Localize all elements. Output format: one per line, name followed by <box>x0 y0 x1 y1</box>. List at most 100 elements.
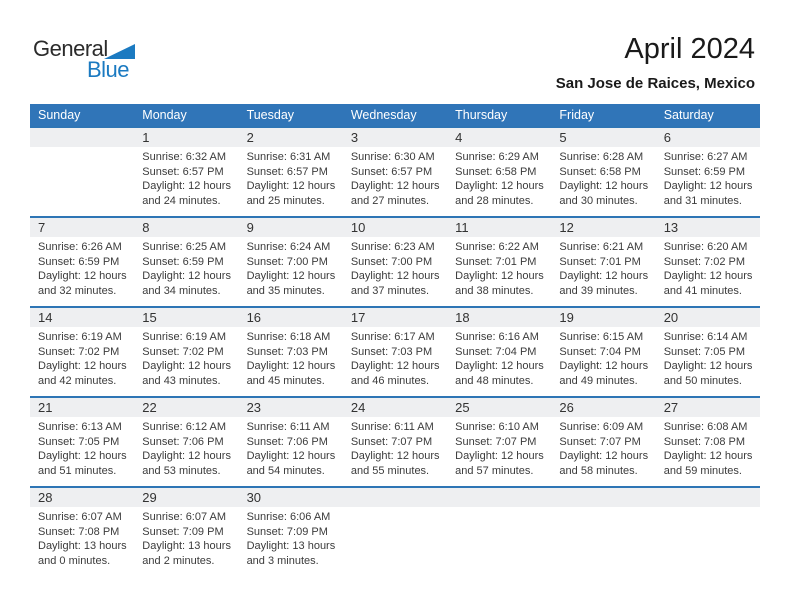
day-number: 25 <box>455 400 470 415</box>
day-details <box>656 510 760 568</box>
day-details: Sunrise: 6:14 AM Sunset: 7:05 PM Daylight:… <box>656 330 760 388</box>
day-details <box>551 510 655 568</box>
day-details: Sunrise: 6:27 AM Sunset: 6:59 PM Daylight:… <box>656 150 760 208</box>
daylight-hours-text: Daylight: 12 hours <box>246 270 336 283</box>
sunset-text: Sunset: 6:57 PM <box>246 165 328 178</box>
day-number: 16 <box>246 310 262 325</box>
daylight-minutes-text: and 28 minutes. <box>455 194 534 207</box>
day-number: 1 <box>142 130 150 145</box>
daylight-hours-text: Daylight: 12 hours <box>455 360 544 373</box>
day-details: Sunrise: 6:09 AM Sunset: 7:07 PM Daylight:… <box>551 420 655 478</box>
week-number-band: 1 2 3 4 5 6 <box>30 128 760 147</box>
daylight-minutes-text: and 31 minutes. <box>663 194 742 207</box>
week-row: 28 29 30 Sunrise: 6:07 AM Sunset: 7:08 PM Da… <box>30 486 760 576</box>
title-block: April 2024 San Jose de Raices, Mexico <box>556 33 755 92</box>
general-blue-logo: General Blue <box>33 38 143 88</box>
week-row: 14 15 16 17 18 19 20 Sunrise: 6:19 AM Sunset: 7… <box>30 306 760 396</box>
day-number: 11 <box>455 220 469 235</box>
day-details: Sunrise: 6:11 AM Sunset: 7:06 PM Daylight:… <box>239 420 343 478</box>
day-details: Sunrise: 6:22 AM Sunset: 7:01 PM Daylight:… <box>447 240 551 298</box>
day-details <box>30 150 134 208</box>
sunrise-text: Sunrise: 6:28 AM <box>559 151 644 163</box>
daylight-hours-text: Daylight: 12 hours <box>350 360 440 373</box>
day-number: 19 <box>559 310 574 325</box>
day-details: Sunrise: 6:08 AM Sunset: 7:08 PM Daylight:… <box>656 420 760 478</box>
daylight-minutes-text: and 39 minutes. <box>559 284 638 297</box>
day-details: Sunrise: 6:17 AM Sunset: 7:03 PM Daylight:… <box>343 330 447 388</box>
daylight-hours-text: Daylight: 12 hours <box>455 270 544 283</box>
day-details: Sunrise: 6:18 AM Sunset: 7:03 PM Daylight:… <box>239 330 343 388</box>
sunrise-text: Sunrise: 6:11 AM <box>350 421 434 433</box>
sunrise-text: Sunrise: 6:25 AM <box>142 241 227 253</box>
sunrise-text: Sunrise: 6:14 AM <box>663 331 748 343</box>
sunrise-text: Sunrise: 6:15 AM <box>559 331 644 343</box>
daylight-minutes-text: and 49 minutes. <box>559 374 638 387</box>
week-details-band: Sunrise: 6:32 AM Sunset: 6:57 PM Daylight:… <box>30 147 760 208</box>
sunrise-text: Sunrise: 6:07 AM <box>142 511 227 523</box>
weekday-header-tuesday: Tuesday <box>246 108 295 122</box>
sunrise-text: Sunrise: 6:17 AM <box>350 331 435 343</box>
sunrise-text: Sunrise: 6:19 AM <box>142 331 227 343</box>
weekday-header-row: Sunday Monday Tuesday Wednesday Thursday… <box>30 104 760 126</box>
day-number: 4 <box>455 130 463 145</box>
logo-text-general: General <box>33 36 108 61</box>
day-number: 7 <box>38 220 46 235</box>
sunset-text: Sunset: 7:01 PM <box>455 255 537 268</box>
daylight-hours-text: Daylight: 12 hours <box>559 450 649 463</box>
daylight-minutes-text: and 2 minutes. <box>142 554 215 567</box>
daylight-hours-text: Daylight: 12 hours <box>350 270 440 283</box>
daylight-hours-text: Daylight: 12 hours <box>38 270 127 283</box>
week-details-band: Sunrise: 6:26 AM Sunset: 6:59 PM Daylight:… <box>30 237 760 298</box>
day-number: 20 <box>663 310 679 325</box>
week-number-band: 21 22 23 24 25 26 27 <box>30 398 760 417</box>
day-details: Sunrise: 6:28 AM Sunset: 6:58 PM Daylight:… <box>551 150 655 208</box>
sunrise-text: Sunrise: 6:13 AM <box>38 421 122 433</box>
day-details: Sunrise: 6:11 AM Sunset: 7:07 PM Daylight:… <box>343 420 447 478</box>
daylight-minutes-text: and 38 minutes. <box>455 284 534 297</box>
daylight-minutes-text: and 50 minutes. <box>663 374 742 387</box>
day-details: Sunrise: 6:13 AM Sunset: 7:05 PM Daylight:… <box>30 420 134 478</box>
sunset-text: Sunset: 6:57 PM <box>350 165 433 178</box>
sunrise-text: Sunrise: 6:20 AM <box>663 241 748 253</box>
day-details: Sunrise: 6:19 AM Sunset: 7:02 PM Daylight:… <box>134 330 238 388</box>
daylight-hours-text: Daylight: 12 hours <box>663 360 753 373</box>
daylight-minutes-text: and 57 minutes. <box>455 464 534 477</box>
day-number: 29 <box>142 490 157 505</box>
daylight-minutes-text: and 54 minutes. <box>246 464 325 477</box>
day-number: 9 <box>246 220 254 235</box>
sunrise-text: Sunrise: 6:06 AM <box>246 511 331 523</box>
week-row: 1 2 3 4 5 6 Sunrise: 6:32 AM Sunset: 6:57 PM Da… <box>30 126 760 216</box>
week-number-band: 28 29 30 <box>30 488 760 507</box>
page-title: April 2024 <box>624 33 755 65</box>
week-number-band: 14 15 16 17 18 19 20 <box>30 308 760 327</box>
sunrise-text: Sunrise: 6:18 AM <box>246 331 331 343</box>
daylight-minutes-text: and 24 minutes. <box>142 194 221 207</box>
daylight-hours-text: Daylight: 12 hours <box>246 360 336 373</box>
day-number: 18 <box>455 310 470 325</box>
sunrise-text: Sunrise: 6:08 AM <box>663 421 748 433</box>
day-number: 10 <box>350 220 366 235</box>
day-number: 24 <box>350 400 366 415</box>
day-number: 21 <box>38 400 53 415</box>
daylight-minutes-text: and 51 minutes. <box>38 464 117 477</box>
sunset-text: Sunset: 7:07 PM <box>559 435 641 448</box>
sunset-text: Sunset: 6:58 PM <box>559 165 641 178</box>
daylight-hours-text: Daylight: 13 hours <box>246 540 336 553</box>
sunrise-text: Sunrise: 6:10 AM <box>455 421 539 433</box>
sunset-text: Sunset: 7:08 PM <box>38 525 120 538</box>
daylight-hours-text: Daylight: 12 hours <box>142 270 231 283</box>
sunrise-text: Sunrise: 6:11 AM <box>246 421 330 433</box>
weekday-header-saturday: Saturday <box>663 108 714 122</box>
daylight-minutes-text: and 42 minutes. <box>38 374 117 387</box>
day-details: Sunrise: 6:20 AM Sunset: 7:02 PM Daylight:… <box>656 240 760 298</box>
page-subtitle: San Jose de Raices, Mexico <box>555 75 755 92</box>
day-details: Sunrise: 6:10 AM Sunset: 7:07 PM Daylight:… <box>447 420 551 478</box>
day-number: 17 <box>350 310 366 325</box>
day-details: Sunrise: 6:19 AM Sunset: 7:02 PM Daylight:… <box>30 330 134 388</box>
daylight-minutes-text: and 46 minutes. <box>350 374 430 387</box>
daylight-hours-text: Daylight: 12 hours <box>38 450 127 463</box>
day-details: Sunrise: 6:12 AM Sunset: 7:06 PM Daylight:… <box>134 420 238 478</box>
sunrise-text: Sunrise: 6:29 AM <box>455 151 539 163</box>
week-details-band: Sunrise: 6:07 AM Sunset: 7:08 PM Daylight:… <box>30 507 760 568</box>
day-number: 15 <box>142 310 157 325</box>
